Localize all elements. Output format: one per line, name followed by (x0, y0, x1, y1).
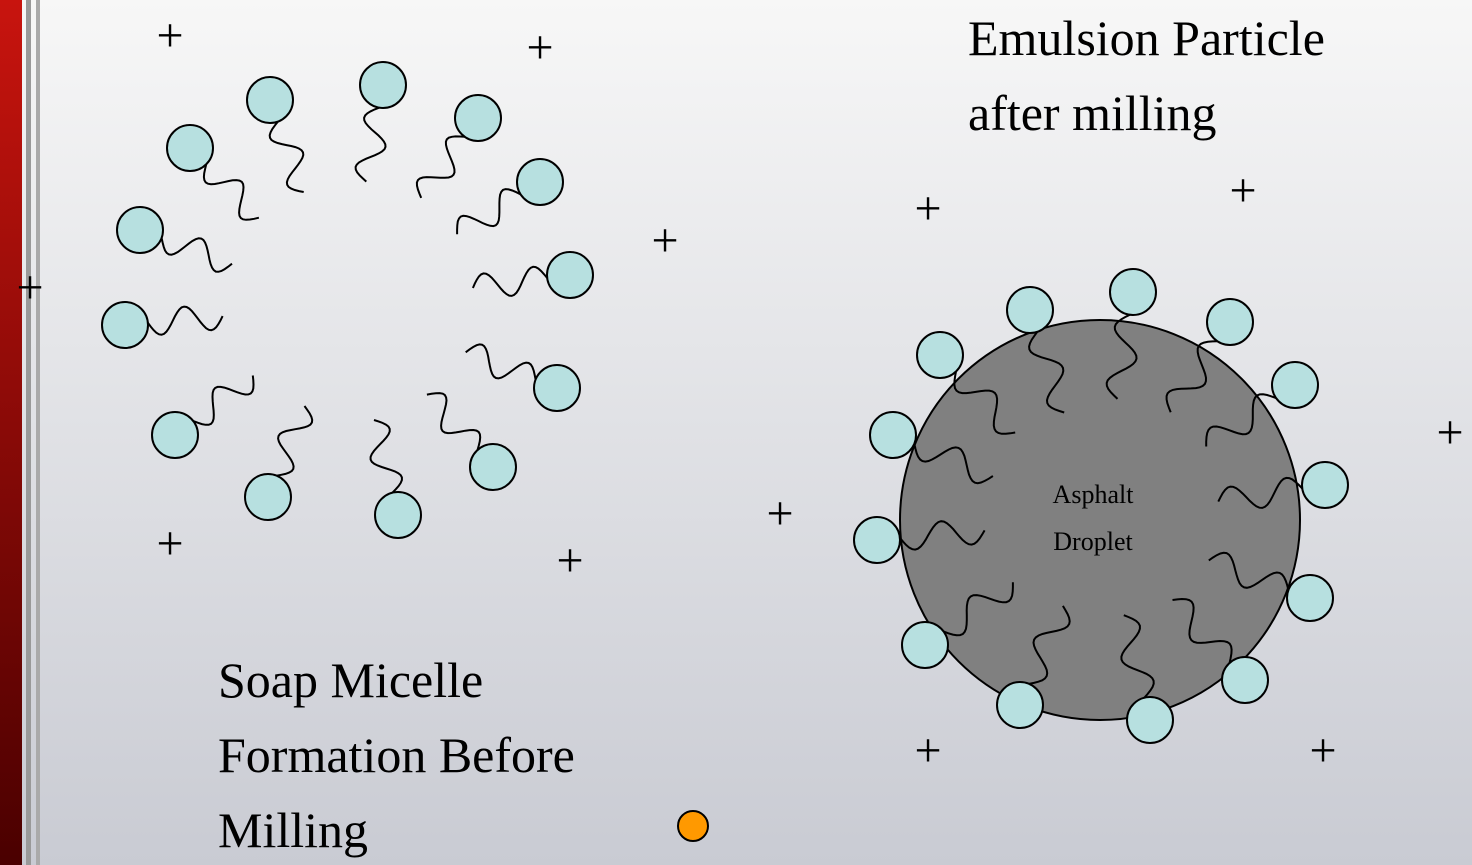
head (1007, 287, 1053, 333)
head (1127, 697, 1173, 743)
droplet-label: Droplet (1053, 527, 1133, 556)
head (1222, 657, 1268, 703)
slide: Asphalt Droplet Emulsion Particle after … (0, 0, 1472, 865)
charge: + (556, 534, 583, 587)
head (547, 252, 593, 298)
head (152, 412, 198, 458)
charge: + (766, 487, 793, 540)
head (1207, 299, 1253, 345)
head (902, 622, 948, 668)
head (455, 95, 501, 141)
head (534, 365, 580, 411)
head (1287, 575, 1333, 621)
head (375, 492, 421, 538)
head (102, 302, 148, 348)
head (1110, 269, 1156, 315)
head (117, 207, 163, 253)
charge: + (1436, 406, 1463, 459)
head (360, 62, 406, 108)
head (854, 517, 900, 563)
emulsion-caption: Emulsion Particle (968, 10, 1325, 66)
head (517, 159, 563, 205)
head (997, 682, 1043, 728)
charge: + (1309, 724, 1336, 777)
charge: + (156, 517, 183, 570)
head (1272, 362, 1318, 408)
micelle-caption: Formation Before (218, 727, 575, 783)
charge: + (1229, 164, 1256, 217)
charge: + (914, 182, 941, 235)
charge: + (156, 9, 183, 62)
droplet-label: Asphalt (1053, 480, 1135, 509)
head (470, 444, 516, 490)
side-bar (0, 0, 22, 865)
charge: + (16, 261, 43, 314)
head (245, 474, 291, 520)
head (1302, 462, 1348, 508)
head (870, 412, 916, 458)
side-line (36, 0, 40, 865)
charge: + (914, 724, 941, 777)
charge: + (651, 214, 678, 267)
side-line (26, 0, 31, 865)
emulsion-caption: after milling (968, 85, 1217, 141)
micelle-caption: Milling (218, 802, 368, 858)
head (917, 332, 963, 378)
bullet-dot (678, 811, 708, 841)
micelle-caption: Soap Micelle (218, 652, 483, 708)
head (247, 77, 293, 123)
head (167, 125, 213, 171)
charge: + (526, 21, 553, 74)
